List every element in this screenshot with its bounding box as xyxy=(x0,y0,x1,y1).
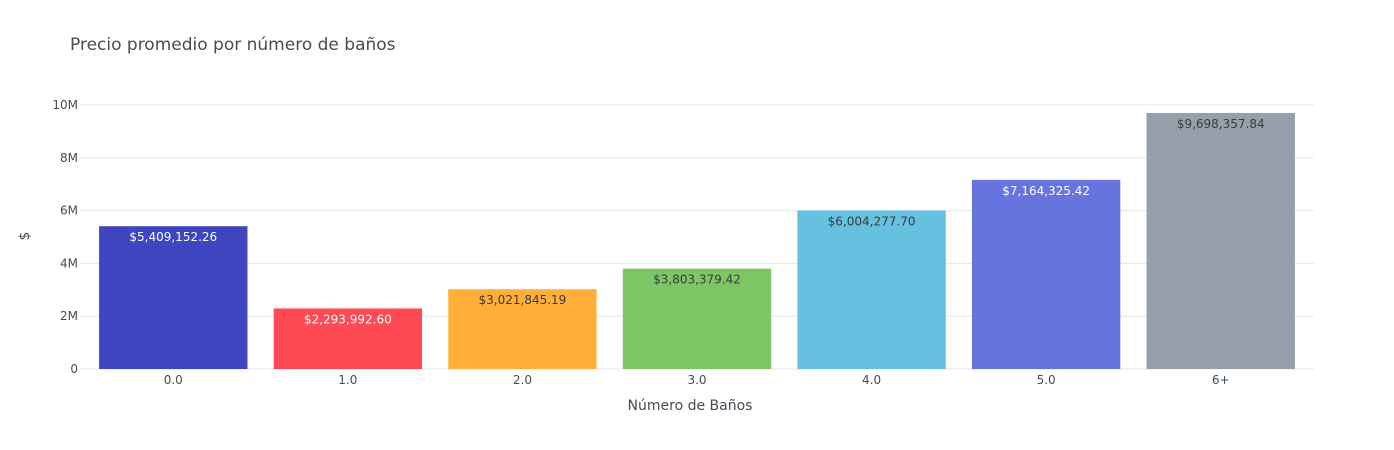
y-tick-label: 6M xyxy=(60,204,78,218)
x-tick-label: 6+ xyxy=(1212,373,1230,387)
x-tick-label: 0.0 xyxy=(164,373,183,387)
bar-value-label: $3,803,379.42 xyxy=(653,273,741,287)
x-tick-label: 3.0 xyxy=(687,373,706,387)
y-axis: 0 2M 4M 6M 8M 10M xyxy=(52,98,78,376)
bars-layer: $5,409,152.26 $2,293,992.60 $3,021,845.19 $… xyxy=(99,112,1295,370)
bar[interactable] xyxy=(273,308,423,369)
y-tick-label: 0 xyxy=(70,362,78,376)
x-tick-label: 2.0 xyxy=(513,373,532,387)
bar[interactable] xyxy=(622,268,772,369)
x-tick-label: 5.0 xyxy=(1037,373,1056,387)
bar[interactable] xyxy=(1146,112,1295,370)
x-axis-title: Número de Baños xyxy=(628,398,753,414)
bar[interactable] xyxy=(797,210,946,369)
y-axis-title: $ xyxy=(17,232,33,241)
y-tick-label: 4M xyxy=(60,256,78,270)
bar[interactable] xyxy=(448,289,597,369)
chart-title: Precio promedio por número de baños xyxy=(70,35,396,55)
bar-value-label: $2,293,992.60 xyxy=(304,312,392,326)
x-tick-label: 1.0 xyxy=(338,373,357,387)
y-tick-label: 8M xyxy=(60,151,78,165)
bar-value-label: $6,004,277.70 xyxy=(828,214,916,228)
bar[interactable] xyxy=(971,179,1121,369)
x-tick-label: 4.0 xyxy=(862,373,881,387)
bar[interactable] xyxy=(99,226,248,369)
x-axis: 0.0 1.0 2.0 3.0 4.0 5.0 6+ xyxy=(164,373,1230,387)
bar-value-label: $5,409,152.26 xyxy=(129,230,217,244)
y-tick-label: 2M xyxy=(60,309,78,323)
bar-value-label: $3,021,845.19 xyxy=(479,293,567,307)
bar-value-label: $9,698,357.84 xyxy=(1177,117,1265,131)
bar-value-label: $7,164,325.42 xyxy=(1002,184,1090,198)
y-tick-label: 10M xyxy=(52,98,78,112)
